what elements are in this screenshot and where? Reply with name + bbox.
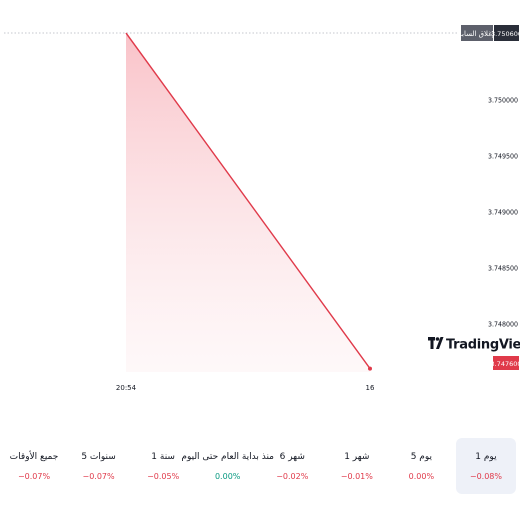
period-change: −0.08% <box>469 471 502 481</box>
period-change: −0.07% <box>82 471 115 481</box>
price-endpoint <box>368 366 372 371</box>
period-selector: 1 يوم −0.08% 5 يوم 0.00% 1 شهر −0.01% 6 … <box>0 438 520 498</box>
last-value-tag: 3.747600 <box>490 356 520 370</box>
price-line <box>125 32 371 370</box>
y-tick-label: 3.749000 <box>488 208 518 216</box>
tradingview-wordmark: TradingView <box>446 338 520 353</box>
period-1y[interactable]: 1 سنة −0.05% <box>133 438 193 494</box>
period-label: 1 سنة <box>151 451 175 462</box>
period-change: 0.00% <box>408 471 435 481</box>
last-value-label: 3.747600 <box>490 360 520 368</box>
tradingview-logo: TradingView <box>428 337 520 353</box>
prev-close-label: الإغلاق السابق <box>456 30 498 38</box>
period-change: −0.01% <box>340 471 373 481</box>
period-change: 0.00% <box>214 471 241 481</box>
price-chart[interactable]: 3.750000 3.749500 3.749000 3.748500 3.748000… <box>0 0 520 400</box>
prev-close-tag: الإغلاق السابق 3.750600 <box>456 25 520 41</box>
period-1d[interactable]: 1 يوم −0.08% <box>455 438 516 494</box>
period-6m[interactable]: 6 شهر −0.02% <box>262 438 322 494</box>
period-change: −0.05% <box>147 471 180 481</box>
period-label: جميع الأوقات <box>9 451 59 462</box>
period-label: 5 يوم <box>410 451 433 462</box>
period-1m[interactable]: 1 شهر −0.01% <box>327 438 387 494</box>
period-all[interactable]: جميع الأوقات −0.07% <box>4 438 64 494</box>
x-tick-end: 16 <box>366 384 375 392</box>
tradingview-icon <box>428 337 444 349</box>
period-label: 5 سنوات <box>81 451 116 462</box>
period-label: 6 شهر <box>279 451 305 462</box>
prev-close-value: 3.750600 <box>491 30 520 38</box>
period-label: 1 شهر <box>344 451 370 462</box>
x-tick-start: 20:54 <box>116 384 137 392</box>
y-tick-label: 3.748500 <box>488 264 518 272</box>
y-tick-label: 3.750000 <box>488 97 518 105</box>
y-tick-label: 3.749500 <box>488 153 518 161</box>
period-change: −0.07% <box>17 471 51 481</box>
period-ytd[interactable]: منذ بداية العام حتى اليوم 0.00% <box>181 438 274 494</box>
period-5d[interactable]: 5 يوم 0.00% <box>391 438 451 494</box>
period-label: منذ بداية العام حتى اليوم <box>181 451 274 462</box>
period-5y[interactable]: 5 سنوات −0.07% <box>69 438 129 494</box>
y-tick-label: 3.748000 <box>488 320 518 328</box>
period-label: 1 يوم <box>475 451 497 462</box>
period-change: −0.02% <box>276 471 309 481</box>
